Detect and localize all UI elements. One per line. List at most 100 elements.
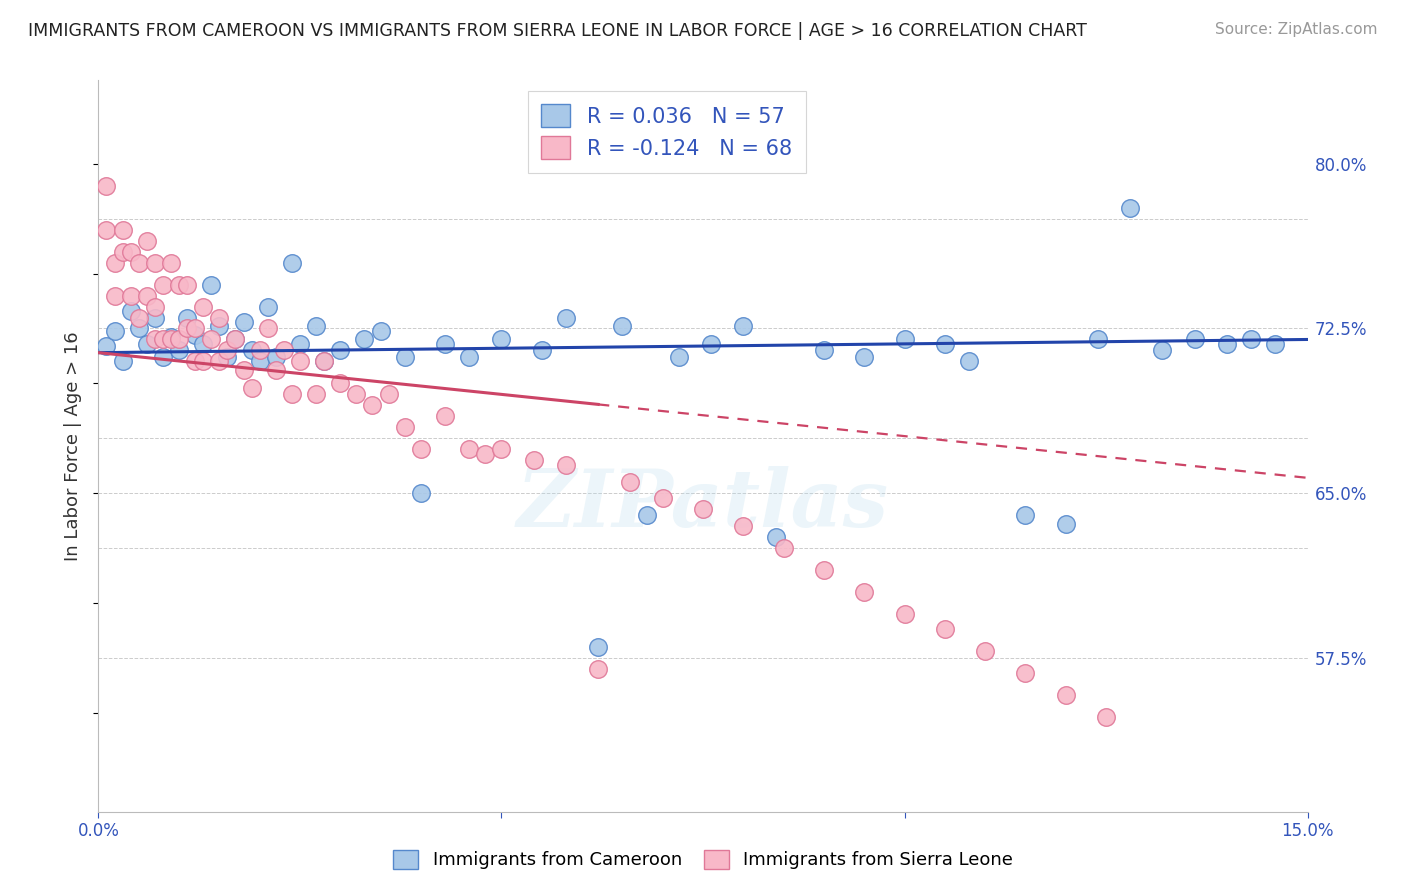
Point — [240, 381, 263, 395]
Point — [256, 300, 278, 314]
Point — [1119, 201, 1142, 215]
Point — [249, 354, 271, 368]
Point — [240, 343, 263, 358]
Point — [176, 277, 198, 292]
Point — [733, 319, 755, 334]
Point — [586, 662, 609, 676]
Point — [264, 363, 287, 377]
Point — [193, 354, 215, 368]
Point — [264, 350, 287, 364]
Text: ZIPatlas: ZIPatlas — [517, 466, 889, 543]
Point — [160, 333, 183, 347]
Point — [281, 387, 304, 401]
Point — [314, 354, 336, 368]
Point — [619, 475, 641, 490]
Point — [1216, 336, 1239, 351]
Point — [409, 442, 432, 457]
Point — [103, 288, 125, 302]
Point — [273, 343, 295, 358]
Point — [344, 387, 367, 401]
Point — [184, 328, 207, 343]
Point — [733, 519, 755, 533]
Legend: R = 0.036   N = 57, R = -0.124   N = 68: R = 0.036 N = 57, R = -0.124 N = 68 — [527, 91, 806, 172]
Point — [668, 350, 690, 364]
Text: IMMIGRANTS FROM CAMEROON VS IMMIGRANTS FROM SIERRA LEONE IN LABOR FORCE | AGE > : IMMIGRANTS FROM CAMEROON VS IMMIGRANTS F… — [28, 22, 1087, 40]
Point — [1240, 333, 1263, 347]
Point — [329, 376, 352, 391]
Point — [491, 442, 513, 457]
Point — [111, 354, 134, 368]
Point — [128, 255, 150, 269]
Point — [288, 354, 311, 368]
Point — [160, 330, 183, 344]
Point — [217, 343, 239, 358]
Point — [458, 442, 481, 457]
Point — [409, 486, 432, 500]
Point — [1184, 333, 1206, 347]
Legend: Immigrants from Cameroon, Immigrants from Sierra Leone: Immigrants from Cameroon, Immigrants fro… — [384, 841, 1022, 879]
Point — [193, 300, 215, 314]
Point — [1014, 666, 1036, 681]
Point — [692, 501, 714, 516]
Point — [474, 447, 496, 461]
Point — [1054, 516, 1077, 531]
Point — [934, 623, 956, 637]
Point — [135, 336, 157, 351]
Point — [377, 387, 399, 401]
Point — [128, 321, 150, 335]
Point — [120, 288, 142, 302]
Point — [143, 333, 166, 347]
Point — [232, 363, 254, 377]
Text: Source: ZipAtlas.com: Source: ZipAtlas.com — [1215, 22, 1378, 37]
Point — [143, 300, 166, 314]
Point — [305, 387, 328, 401]
Point — [1152, 343, 1174, 358]
Point — [96, 178, 118, 193]
Point — [152, 350, 174, 364]
Point — [167, 333, 190, 347]
Point — [353, 333, 375, 347]
Point — [232, 315, 254, 329]
Point — [111, 222, 134, 236]
Point — [120, 304, 142, 318]
Point — [370, 324, 392, 338]
Point — [224, 333, 246, 347]
Point — [167, 343, 190, 358]
Point — [361, 398, 384, 412]
Point — [281, 255, 304, 269]
Point — [103, 255, 125, 269]
Point — [772, 541, 794, 556]
Point — [314, 354, 336, 368]
Point — [200, 333, 222, 347]
Point — [143, 255, 166, 269]
Point — [208, 310, 231, 325]
Point — [555, 310, 578, 325]
Point — [103, 324, 125, 338]
Point — [394, 420, 416, 434]
Point — [208, 319, 231, 334]
Point — [853, 350, 876, 364]
Point — [853, 585, 876, 599]
Point — [111, 244, 134, 259]
Point — [224, 333, 246, 347]
Point — [523, 453, 546, 467]
Point — [152, 277, 174, 292]
Point — [530, 343, 553, 358]
Point — [1014, 508, 1036, 523]
Point — [120, 244, 142, 259]
Point — [200, 277, 222, 292]
Point — [434, 409, 457, 424]
Point — [434, 336, 457, 351]
Point — [128, 310, 150, 325]
Point — [893, 607, 915, 621]
Point — [135, 234, 157, 248]
Point — [160, 255, 183, 269]
Point — [256, 321, 278, 335]
Point — [143, 310, 166, 325]
Point — [176, 310, 198, 325]
Point — [249, 343, 271, 358]
Point — [1054, 688, 1077, 702]
Point — [1087, 333, 1109, 347]
Point — [152, 333, 174, 347]
Point — [934, 336, 956, 351]
